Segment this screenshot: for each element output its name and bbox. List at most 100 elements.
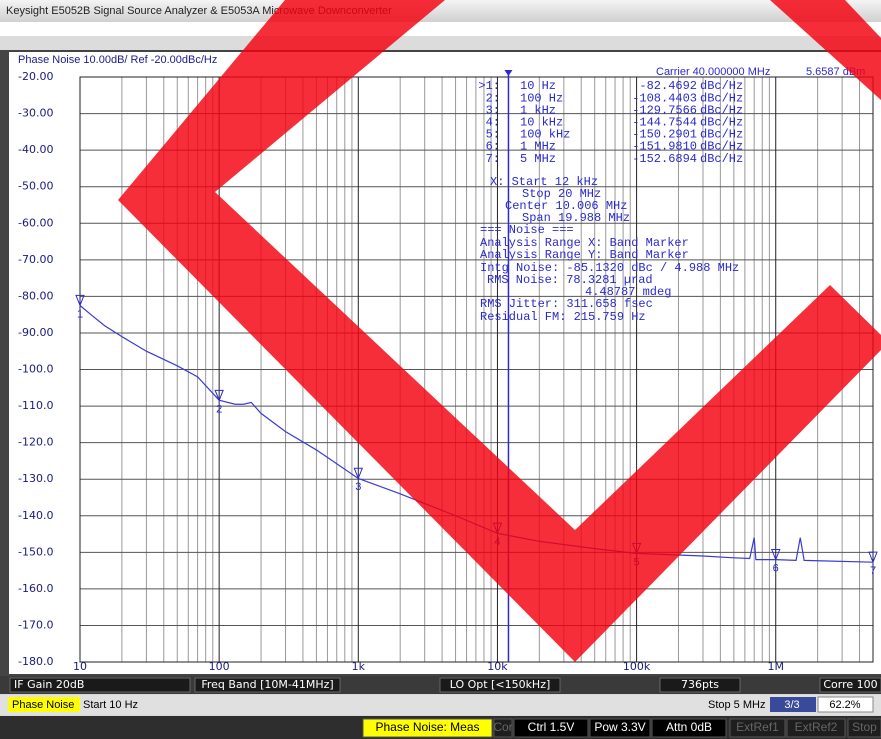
indicator-box [362, 718, 493, 738]
status-bar [0, 695, 881, 715]
info-box [194, 677, 341, 693]
readout-freq: 100 kHz [520, 128, 570, 142]
readout-unit: dBc/Hz [700, 103, 743, 117]
plot-panel [9, 52, 881, 674]
y-tick-label: -110.0 [18, 399, 53, 412]
readout-value: -82.4692 [639, 79, 697, 93]
readout-line: Stop 20 MHz [522, 187, 601, 201]
readout: X: Start 12 kHz Stop 20 MHz Center 10.00… [478, 79, 743, 324]
marker [868, 551, 878, 564]
y-tick-label: -40.00 [18, 143, 53, 156]
y-tick-label: -170.0 [18, 618, 53, 631]
y-tick-label: -140.0 [18, 509, 53, 522]
y-tick-label: -50.00 [18, 180, 53, 193]
info-items: IF Gain 20dB Freq Band [10M-41MHz] LO Opt … [9, 677, 881, 693]
indicators: Phase Noise: Meas Cor Ctrl 1.5V Pow 3.3V Att… [362, 718, 881, 738]
band-marker-arrow [504, 70, 513, 76]
readout-line: Residual FM: 215.759 Hz [480, 310, 646, 324]
readout-id: 5: [486, 128, 500, 142]
y-tick-label: -70.00 [18, 253, 53, 266]
readout-unit: dBc/Hz [700, 140, 743, 154]
indicator: Phase Noise: Meas [375, 720, 479, 734]
info-item: 736pts [681, 678, 719, 691]
marker [353, 467, 364, 480]
readout-value: -129.7566 [632, 103, 697, 117]
info-box [439, 677, 561, 693]
chart-title: Phase Noise 10.00dB/ Ref -20.00dBc/Hz [18, 54, 217, 66]
info-box [819, 677, 881, 693]
readout-value: -144.7544 [632, 115, 697, 129]
indicator: ExtRef1 [736, 720, 779, 734]
percent: 62.2% [829, 699, 860, 711]
y-tick-label: -80.00 [18, 289, 53, 302]
readout-freq: 10 Hz [520, 79, 556, 93]
watermark-shape [118, 0, 881, 662]
readout-unit: dBc/Hz [700, 115, 743, 129]
page: 3/3 [784, 699, 799, 711]
y-tick-label: -90.00 [18, 326, 53, 339]
indicator: Pow 3.3V [594, 720, 645, 734]
y-tick-label: -120.0 [18, 436, 53, 449]
readout-unit: dBc/Hz [700, 79, 743, 93]
marker-label: 6 [773, 562, 779, 574]
readout-id: 2: [486, 91, 500, 105]
plot-frame [79, 76, 874, 663]
readout-id: 7: [486, 152, 500, 166]
readout-unit: dBc/Hz [700, 152, 743, 166]
indicator: ExtRef2 [795, 720, 838, 734]
x-tick-label: 10 [73, 660, 87, 673]
info-item: Corre 100 [823, 678, 877, 691]
title-bar [0, 0, 881, 22]
indicator: Ctrl 1.5V [528, 720, 575, 734]
info-box [9, 677, 191, 693]
watermark-shape [770, 0, 881, 100]
indicator: Cor [493, 720, 512, 734]
y-tick-label: -60.00 [18, 216, 53, 229]
tool-strip [0, 36, 881, 50]
y-tick-label: -20.00 [18, 70, 53, 83]
readout-value: -151.9810 [632, 140, 697, 154]
readout-line: Analysis Range Y: Band Marker [480, 248, 689, 262]
marker-label: 7 [870, 565, 876, 577]
y-tick-label: -180.0 [18, 655, 53, 668]
readout-id: 3: [486, 103, 500, 117]
info-item: Freq Band [10M-41MHz] [201, 678, 333, 691]
readout-freq: 1 MHz [520, 140, 556, 154]
readout-unit: dBc/Hz [700, 128, 743, 142]
readout-line: === Noise === [480, 223, 574, 237]
y-tick-label: -30.00 [18, 107, 53, 120]
readout-id: >1: [478, 79, 500, 93]
readout-id: 4: [486, 115, 500, 129]
readout-value: -108.4403 [632, 91, 697, 105]
marker [75, 294, 85, 307]
info-item: LO Opt [<150kHz] [450, 678, 551, 691]
indicator-box [513, 718, 589, 738]
x-tick-label: 1k [352, 660, 366, 673]
watermark [118, 0, 881, 662]
indicator: Stop [852, 720, 877, 734]
marker [214, 389, 224, 402]
carrier: Carrier 40.000000 MHz [656, 66, 770, 78]
readout-line: RMS Jitter: 311.658 fsec [480, 297, 653, 311]
indicator: Attn 0dB [666, 720, 712, 734]
readout-value: -150.2901 [632, 128, 697, 142]
readout-freq: 5 MHz [520, 152, 556, 166]
info-box [659, 677, 741, 693]
readout-line: X: Start 12 kHz [490, 175, 598, 189]
start: Start 10 Hz [83, 699, 138, 711]
readout-freq: 100 Hz [520, 91, 563, 105]
menu-strip [0, 22, 881, 36]
x-tick-label: 100 [209, 660, 230, 673]
x-tick-label: 1M [767, 660, 784, 673]
readout-line: RMS Noise: 78.3281 µrad [487, 273, 653, 287]
readout-line: Intg Noise: -85.1320 dBc / 4.988 MHz [480, 261, 739, 275]
info-item: IF Gain 20dB [14, 678, 84, 691]
readout-line: Analysis Range X: Band Marker [480, 236, 689, 250]
indicator-box [651, 718, 727, 738]
indicator-box [589, 718, 651, 738]
marker-label: 1 [77, 308, 83, 320]
y-tick-label: -160.0 [18, 582, 53, 595]
readout-id: 6: [486, 140, 500, 154]
readout-line: Center 10.006 MHz [505, 199, 627, 213]
